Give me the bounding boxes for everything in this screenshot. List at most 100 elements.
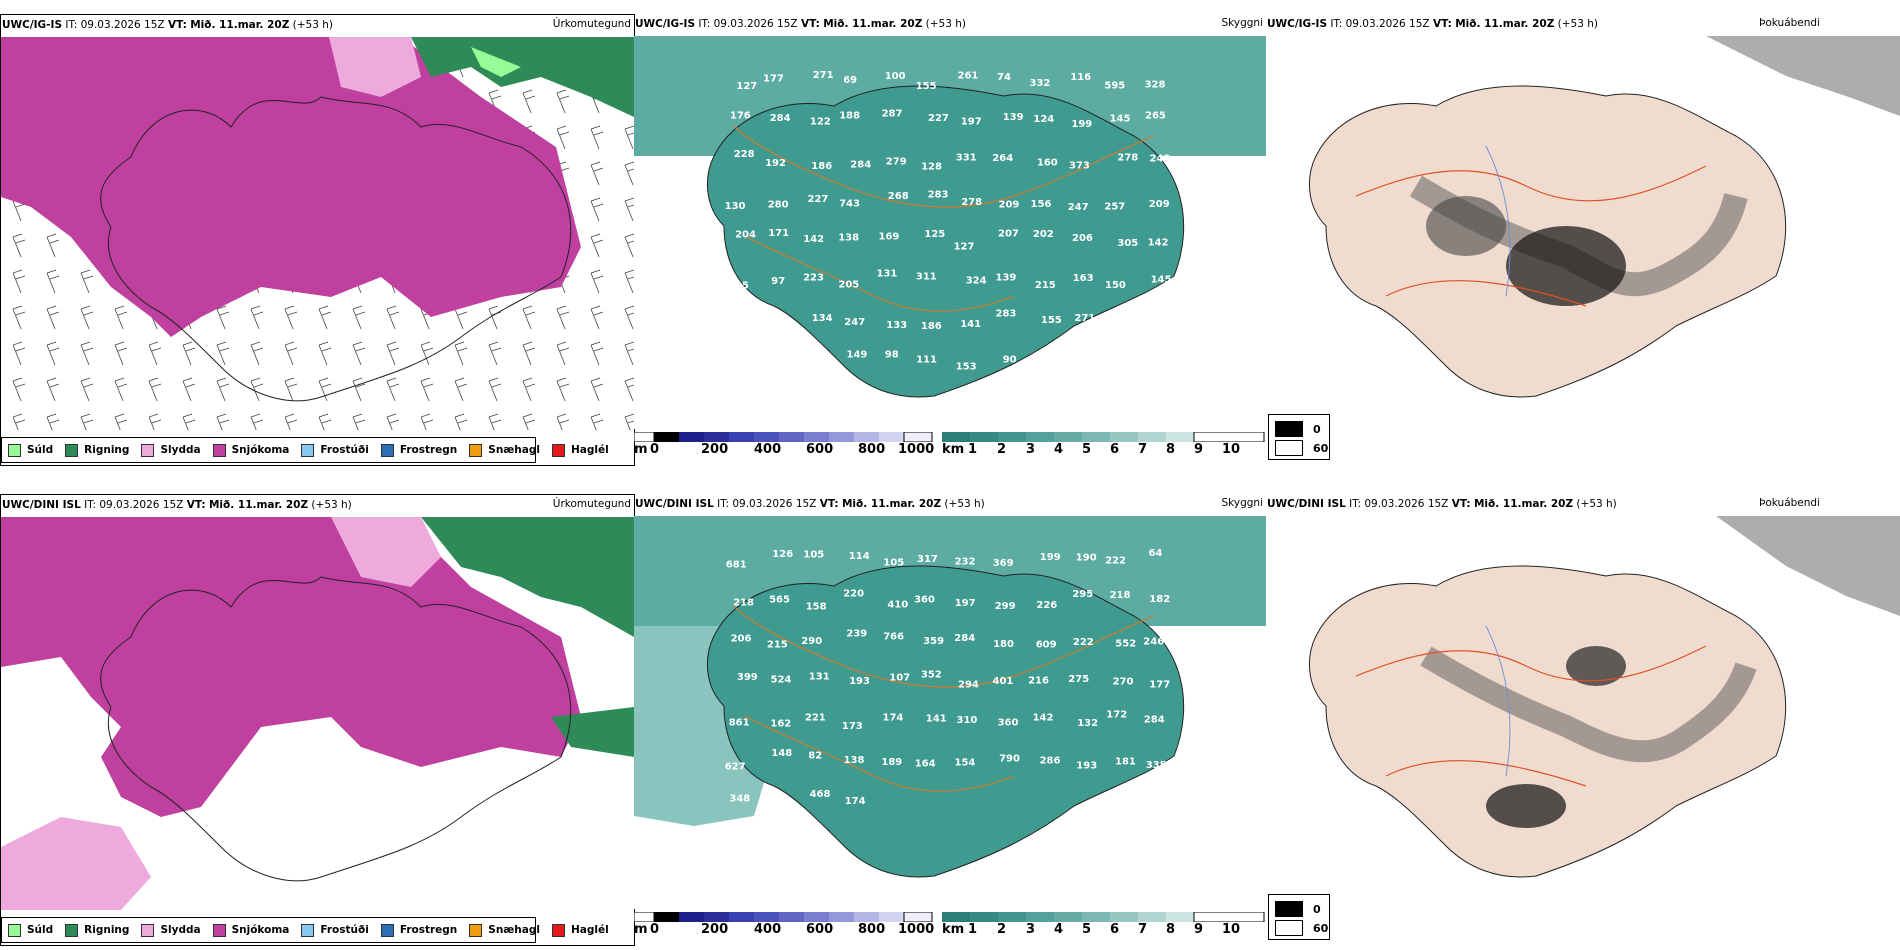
wind-barb	[624, 269, 634, 294]
cloud-base-label: 160	[1037, 158, 1058, 169]
wind-barb	[12, 233, 26, 258]
legend-item-hail: Haglél	[551, 923, 609, 937]
vis-colorbar-unit: km	[942, 922, 965, 937]
cloud-base-label: 332	[1030, 78, 1051, 89]
cloud-base-label: 132	[1077, 718, 1098, 729]
legend-label: Rigning	[84, 924, 130, 936]
precip-model-1: UWC/IG-IS	[2, 19, 63, 31]
wind-barb	[250, 305, 264, 330]
legend-item-drizzle: Súld	[8, 443, 53, 457]
cloud-colorbar-unit: m	[634, 442, 648, 457]
cloud-base-label: 565	[769, 594, 790, 605]
wind-barb	[420, 413, 434, 430]
fog-legend-label: 60	[1313, 921, 1329, 935]
vis-map-2[interactable]: 681 126 105 114 105 317 232 369 199 190 222 64 218 56…	[634, 516, 1266, 909]
cloud-base-label: 107	[889, 672, 910, 683]
cloud-base-label: 131	[877, 268, 898, 279]
vis-map-1[interactable]: 127 177 271 69 100 155 261 74 332 116 595 328 176 284…	[634, 36, 1266, 429]
wind-barb	[80, 269, 94, 294]
cloud-base-label: 360	[998, 717, 1019, 728]
drizzle-swatch	[8, 443, 21, 457]
cloud-base-label: 159	[1114, 318, 1135, 329]
cloud-base-label: 150	[1105, 280, 1126, 291]
cloud-base-label: 216	[1028, 676, 1049, 687]
cloud-base-label: 524	[771, 675, 792, 686]
tick: 6	[1110, 442, 1120, 457]
rain-swatch	[65, 923, 79, 937]
precip-map-2[interactable]	[1, 517, 634, 910]
cloud-base-label: 348	[729, 794, 750, 805]
cloud-base-label: 174	[845, 796, 866, 807]
cloud-base-label: 116	[1070, 72, 1091, 83]
cloud-base-label: 206	[731, 634, 752, 645]
precip-map-1[interactable]	[1, 37, 634, 430]
cloud-base-numbers-1: 127 177 271 69 100 155 261 74 332 116 595 328 176 284…	[725, 70, 1172, 373]
cloud-base-label: 373	[1069, 161, 1090, 172]
legend-item-sleet: Slydda	[141, 923, 201, 937]
wind-barb	[80, 305, 94, 330]
cloud-base-label: 243	[1150, 154, 1171, 165]
cloud-base-label: 235	[768, 321, 789, 332]
tick: 9	[1194, 922, 1204, 937]
cloud-base-label: 299	[995, 601, 1016, 612]
wind-barb	[420, 341, 434, 366]
wind-barb	[284, 413, 298, 430]
wind-barb	[522, 341, 536, 366]
wind-barb	[216, 413, 230, 430]
fog-vt-1: Mið. 11.mar. 20Z	[1455, 18, 1555, 30]
wind-barb	[216, 305, 230, 330]
cloud-base-label: 186	[921, 321, 942, 332]
cloud-base-label: 202	[1033, 229, 1054, 240]
wind-barb	[46, 233, 60, 258]
precip-field-1: Úrkomutegund	[552, 18, 631, 30]
tick: 1000	[898, 922, 935, 937]
wind-barb	[624, 161, 634, 186]
cloud-base-label: 193	[849, 676, 870, 687]
wind-barb	[148, 377, 162, 402]
fog-legend-label: 0	[1313, 422, 1321, 436]
wind-barb	[318, 305, 332, 330]
cloud-base-label: 205	[838, 280, 859, 291]
wind-barb	[386, 377, 400, 402]
vis-colorbar-unit: km	[942, 442, 965, 457]
legend-item-freezing-drizzle: Frostúði	[301, 443, 369, 457]
wind-barb	[46, 341, 60, 366]
fog-legend-label: 0	[1313, 902, 1321, 916]
legend-item-drizzle: Súld	[8, 923, 54, 937]
cloud-base-label: 743	[839, 198, 860, 209]
legend-item-snow: Snjókoma	[212, 923, 289, 937]
cloud-base-label: 222	[1073, 637, 1094, 648]
tick: 0	[650, 922, 660, 937]
fog-map-2[interactable]	[1266, 516, 1900, 909]
legend-label: Súld	[27, 924, 54, 936]
fog-map-1[interactable]	[1266, 36, 1900, 429]
cloud-base-label: 192	[765, 158, 786, 169]
cloud-base-label: 98	[885, 350, 899, 361]
precip-lead-2: (+53 h)	[311, 499, 352, 511]
wind-barb	[590, 161, 604, 186]
fog-legend-2: 0 60	[1268, 894, 1330, 940]
legend-label: Frostúði	[320, 444, 369, 456]
cloud-base-label: 278	[961, 197, 982, 208]
wind-barb	[590, 197, 604, 222]
cloud-base-label: 609	[1036, 640, 1057, 651]
cloud-base-label: 190	[1076, 553, 1097, 564]
cloud-base-label: 158	[806, 602, 827, 613]
precip-header-2: UWC/DINI ISL IT: 09.03.2026 15Z VT: Mið.…	[1, 495, 634, 513]
cloud-base-label: 74	[997, 72, 1011, 83]
cloud-base-label: 177	[763, 74, 784, 85]
wind-barb	[386, 413, 400, 430]
cloud-base-label: 95	[806, 361, 820, 372]
precip-vt-1: Mið. 11.mar. 20Z	[190, 19, 290, 31]
cloud-base-label: 197	[955, 598, 976, 609]
fog-vt-label-2: VT:	[1451, 498, 1471, 510]
cloud-base-label: 215	[767, 639, 788, 650]
wind-barb	[624, 233, 634, 258]
cloud-base-label: 199	[1071, 119, 1092, 130]
tick: 4	[1054, 442, 1064, 457]
vis-colorbar-1: km 1 2 3 4 5 6 7 8 9 10	[942, 432, 1266, 462]
wind-barb	[46, 305, 60, 330]
tick: 3	[1026, 922, 1036, 937]
wind-barb	[624, 305, 634, 330]
cloud-base-label: 369	[993, 558, 1014, 569]
